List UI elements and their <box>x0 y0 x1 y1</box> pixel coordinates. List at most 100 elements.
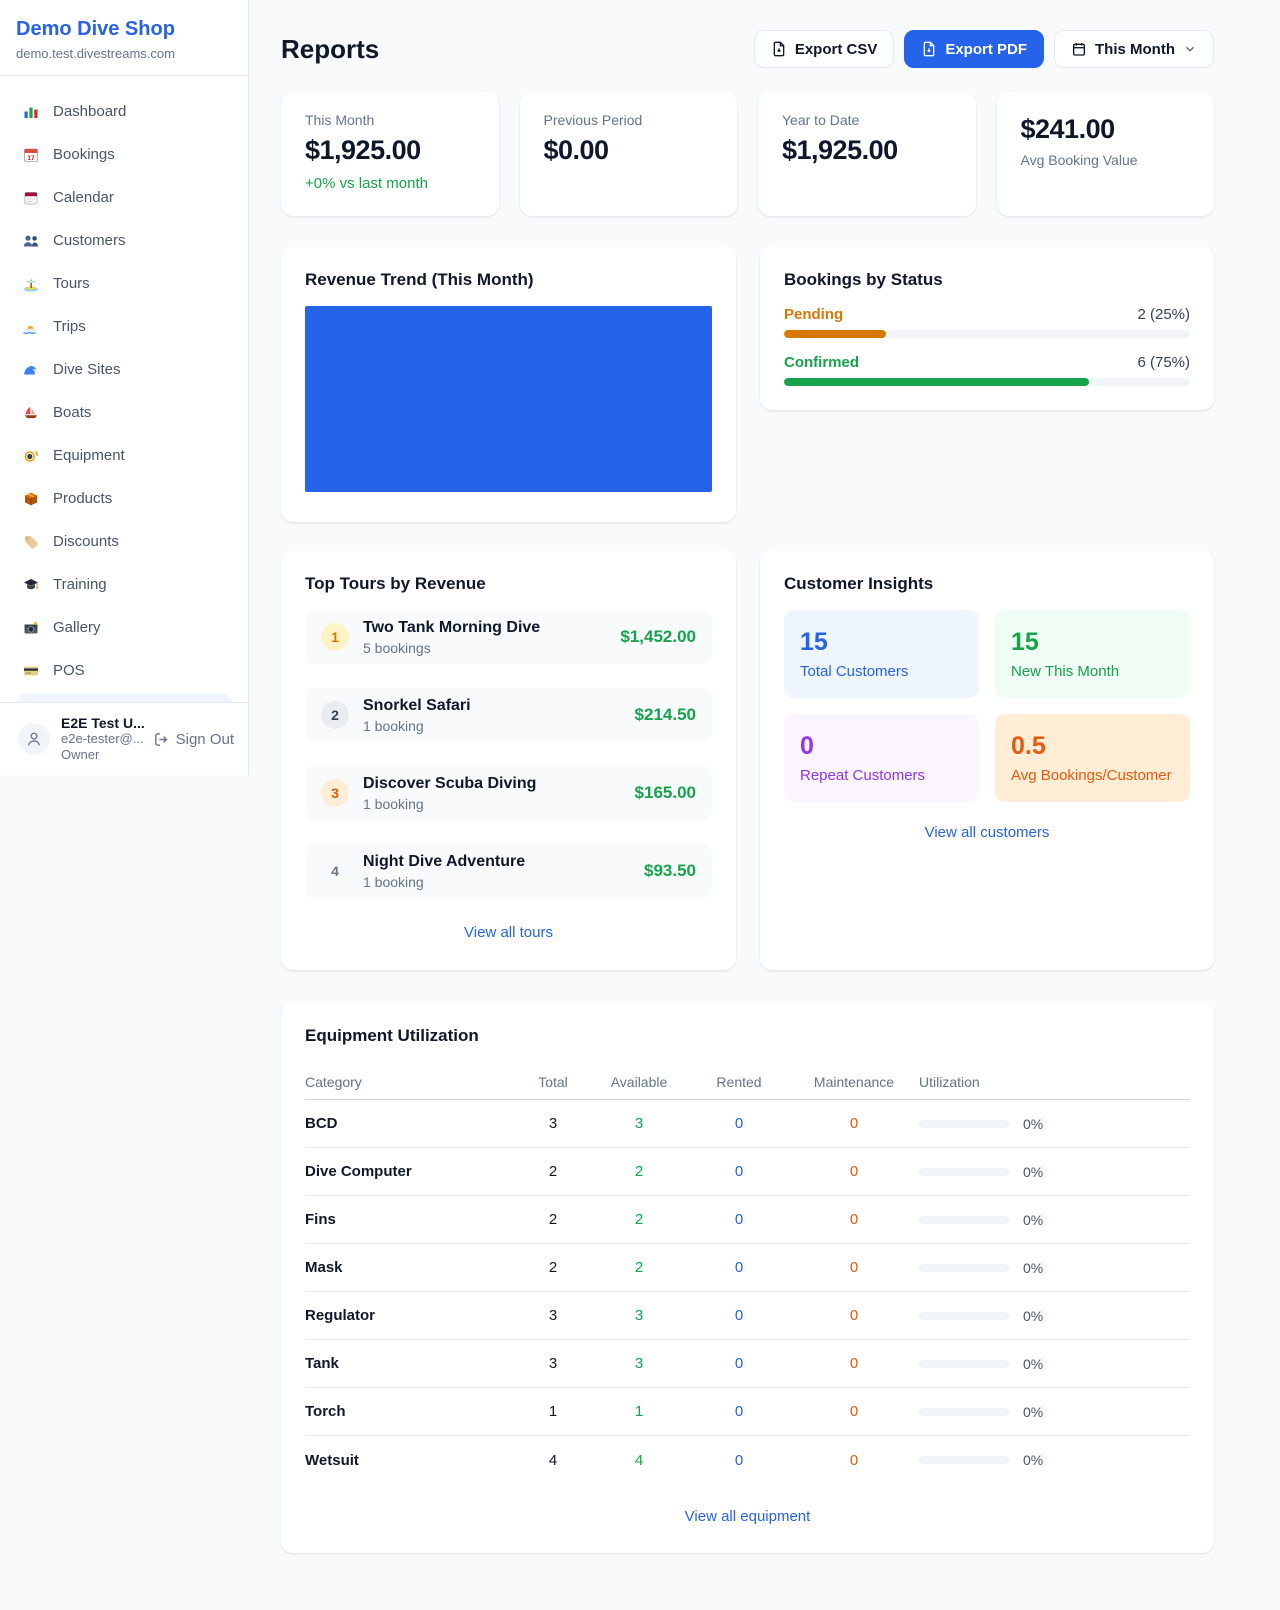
cell-total: 2 <box>548 1211 558 1228</box>
cell-maintenance: 0 <box>849 1163 859 1180</box>
tile-label: Avg Bookings/Customer <box>1011 767 1172 784</box>
period-label: This Month <box>1095 40 1175 58</box>
progress-track <box>784 330 1190 338</box>
rank-badge: 3 <box>321 779 349 807</box>
tour-revenue: $93.50 <box>644 861 696 880</box>
view-all-equipment-link[interactable]: View all equipment <box>684 1508 811 1525</box>
tile-value: 15 <box>1011 628 1039 656</box>
status-row-pending: Pending 2 (25%) <box>784 306 1190 338</box>
cell-rented: 0 <box>734 1163 744 1180</box>
view-all-tours-link[interactable]: View all tours <box>464 924 553 941</box>
sidebar-item-boats[interactable]: Boats <box>8 391 240 434</box>
export-pdf-button[interactable]: Export PDF <box>904 30 1045 68</box>
tour-info: Discover Scuba Diving 1 booking <box>363 775 621 812</box>
utilization-text: 0% <box>1023 1307 1044 1324</box>
wave-icon <box>22 361 40 379</box>
credit-card-icon <box>22 662 40 680</box>
col-total: Total <box>538 1073 568 1090</box>
sidebar-header: Demo Dive Shop demo.test.divestreams.com <box>0 0 248 76</box>
top-tours-card: Top Tours by Revenue 1 Two Tank Morning … <box>281 550 736 970</box>
tile-value: 0.5 <box>1011 732 1046 760</box>
tile-value: 0 <box>800 732 814 760</box>
utilization-text: 0% <box>1023 1403 1044 1420</box>
equipment-table: Category Total Available Rented Maintena… <box>305 1064 1190 1484</box>
tour-name: Two Tank Morning Dive <box>363 618 541 636</box>
user-info: E2E Test U... e2e-tester@... Owner <box>61 715 145 764</box>
list-item: 2 Snorkel Safari 1 booking $214.50 <box>305 688 712 742</box>
revenue-trend-chart <box>305 306 712 492</box>
col-category: Category <box>305 1073 362 1090</box>
cell-category: Wetsuit <box>305 1451 359 1469</box>
cell-maintenance: 0 <box>849 1307 859 1324</box>
sidebar-item-trips[interactable]: Trips <box>8 305 240 348</box>
equipment-utilization-title: Equipment Utilization <box>305 1026 479 1045</box>
cell-category: Regulator <box>305 1307 376 1324</box>
page-title: Reports <box>281 33 380 64</box>
table-header: Category Total Available Rented Maintena… <box>305 1064 1190 1100</box>
cell-category: BCD <box>305 1115 338 1132</box>
sidebar-item-discounts[interactable]: Discounts <box>8 520 240 563</box>
cell-category: Fins <box>305 1211 336 1228</box>
cell-maintenance: 0 <box>849 1451 859 1469</box>
sidebar-item-dive-sites[interactable]: Dive Sites <box>8 348 240 391</box>
sidebar-item-label: Equipment <box>53 447 125 464</box>
cell-available: 2 <box>634 1211 644 1228</box>
status-label: Confirmed <box>784 354 859 371</box>
cell-total: 2 <box>548 1259 558 1276</box>
stat-card-this-month: This Month $1,925.00 +0% vs last month <box>281 92 499 216</box>
tour-name: Night Dive Adventure <box>363 852 526 870</box>
shop-name: Demo Dive Shop <box>16 18 175 40</box>
period-selector[interactable]: This Month <box>1054 30 1214 68</box>
cell-rented: 0 <box>734 1451 744 1469</box>
main-content: Reports Export CSV Export PDF This Month… <box>249 0 1280 1593</box>
stat-label: Year to Date <box>782 112 860 128</box>
table-row: Tank 3 3 0 0 0% <box>305 1340 1190 1388</box>
sidebar-item-label: Dive Sites <box>53 361 121 378</box>
sidebar-item-label: POS <box>53 662 85 679</box>
col-maintenance: Maintenance <box>813 1073 895 1090</box>
user-email: e2e-tester@... <box>61 730 144 746</box>
sign-out-label: Sign Out <box>175 730 234 748</box>
sidebar-item-pos[interactable]: POS <box>8 649 240 692</box>
sidebar-item-bookings[interactable]: 17 Bookings <box>8 133 240 176</box>
sidebar-user-panel: E2E Test U... e2e-tester@... Owner Sign … <box>0 702 248 775</box>
sidebar-item-dashboard[interactable]: Dashboard <box>8 90 240 133</box>
col-available: Available <box>610 1073 668 1090</box>
cell-utilization: 0% <box>919 1164 1190 1180</box>
sidebar-item-label: Discounts <box>53 533 119 550</box>
sidebar-item-calendar[interactable]: Calendar <box>8 176 240 219</box>
tour-revenue: $165.00 <box>634 783 696 802</box>
speedboat-icon <box>22 318 40 336</box>
stat-value: $0.00 <box>543 135 610 165</box>
cell-utilization: 0% <box>919 1452 1190 1468</box>
cell-utilization: 0% <box>919 1116 1190 1132</box>
stat-card-avg-booking-value: $241.00 Avg Booking Value <box>996 92 1214 216</box>
sidebar-item-reports-partial[interactable] <box>16 694 232 703</box>
cell-maintenance: 0 <box>849 1259 859 1276</box>
table-row: Wetsuit 4 4 0 0 0% <box>305 1436 1190 1484</box>
stat-value: $1,925.00 <box>305 135 421 165</box>
utilization-text: 0% <box>1023 1355 1044 1372</box>
view-all-customers-link[interactable]: View all customers <box>924 824 1050 841</box>
sidebar-item-training[interactable]: Training <box>8 563 240 606</box>
stats-row: This Month $1,925.00 +0% vs last month P… <box>281 92 1214 216</box>
tile-value: 15 <box>800 628 828 656</box>
status-value: 2 (25%) <box>1137 306 1190 323</box>
revenue-trend-card: Revenue Trend (This Month) <box>281 246 736 522</box>
sidebar-item-customers[interactable]: Customers <box>8 219 240 262</box>
user-role: Owner <box>61 747 100 762</box>
cell-rented: 0 <box>734 1403 744 1420</box>
export-csv-button[interactable]: Export CSV <box>753 30 895 68</box>
sidebar-item-tours[interactable]: Tours <box>8 262 240 305</box>
cell-available: 2 <box>634 1163 644 1180</box>
stat-card-year-to-date: Year to Date $1,925.00 <box>758 92 976 216</box>
sidebar-item-products[interactable]: Products <box>8 477 240 520</box>
tour-bookings: 1 booking <box>363 717 424 734</box>
cell-utilization: 0% <box>919 1404 1190 1420</box>
sign-out-button[interactable]: Sign Out <box>153 731 234 748</box>
cell-rented: 0 <box>734 1211 744 1228</box>
cell-maintenance: 0 <box>849 1211 859 1228</box>
stat-card-previous-period: Previous Period $0.00 <box>519 92 737 216</box>
sidebar-item-gallery[interactable]: Gallery <box>8 606 240 649</box>
sidebar-item-equipment[interactable]: Equipment <box>8 434 240 477</box>
